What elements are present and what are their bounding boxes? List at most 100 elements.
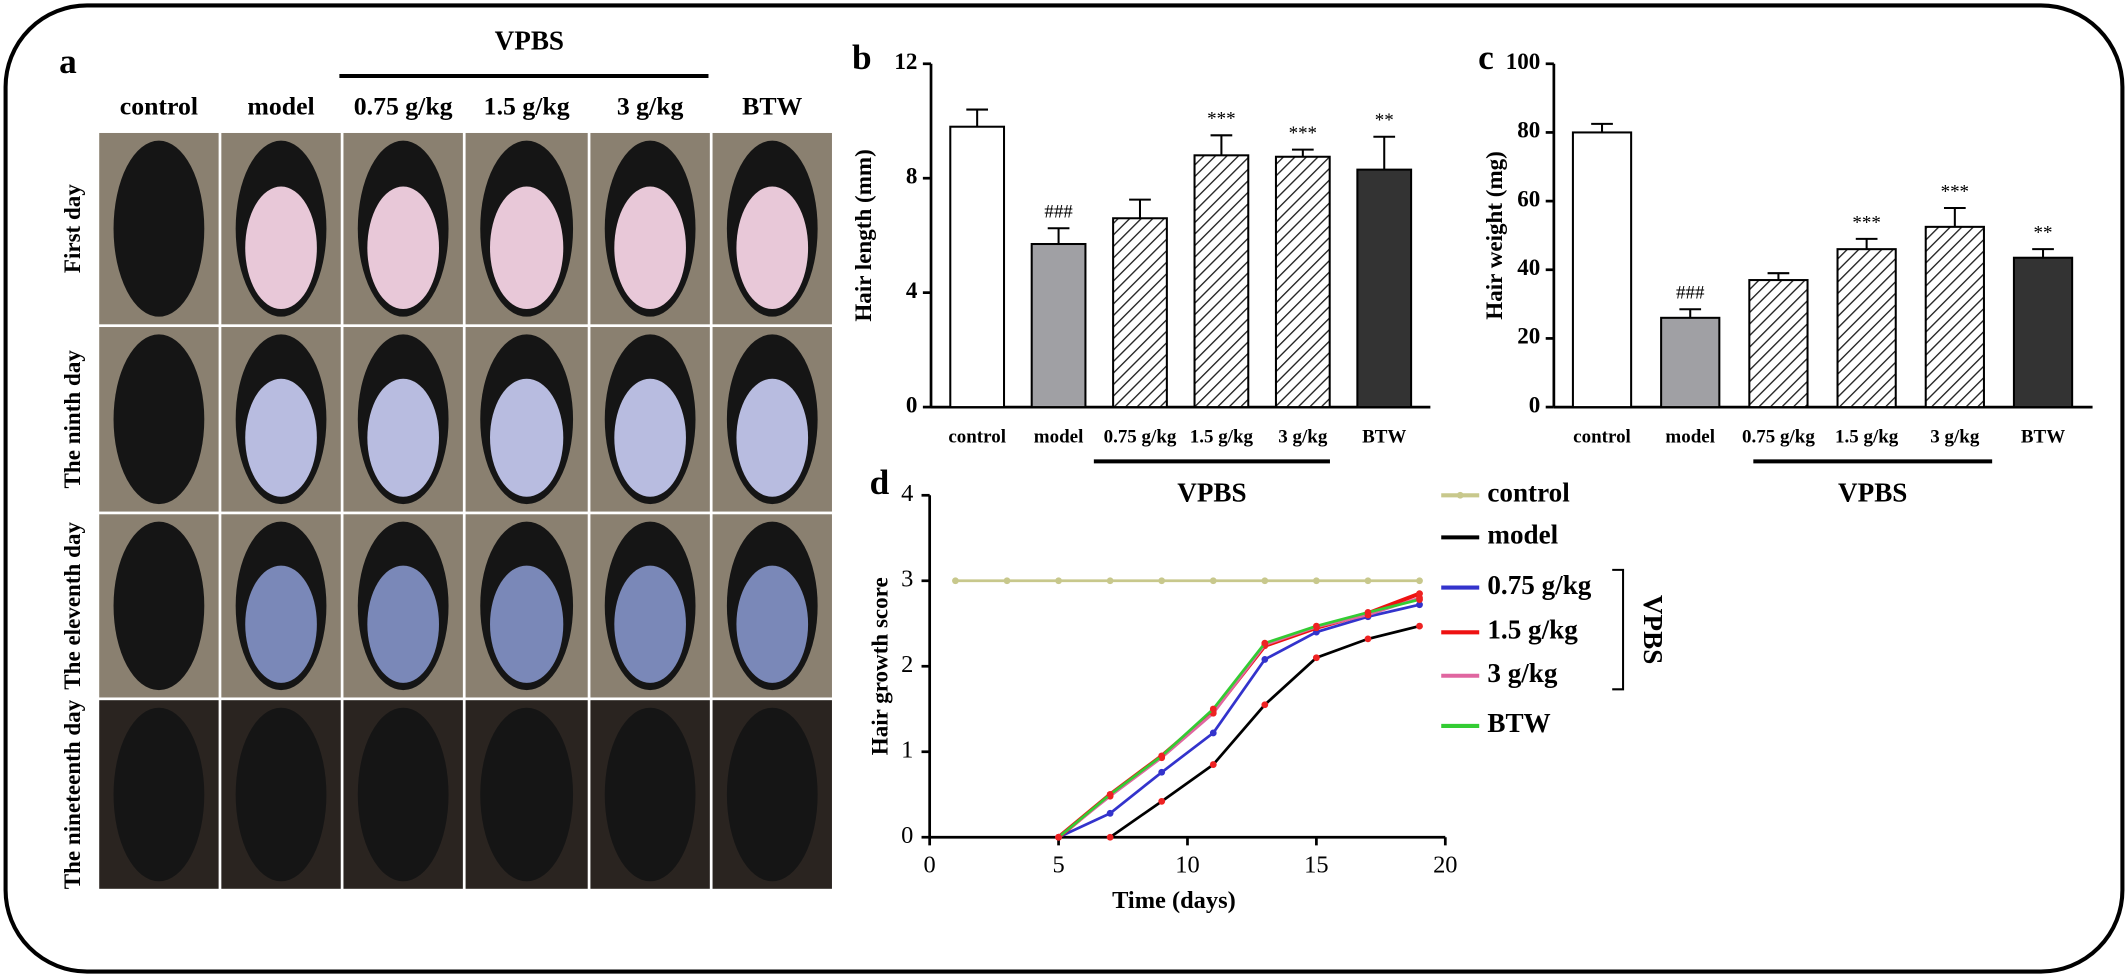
y-tick-label: 60: [1517, 185, 1540, 211]
series-marker: [1106, 833, 1114, 841]
x-tick-label: model: [1665, 427, 1715, 448]
series-marker: [1106, 577, 1114, 585]
x-tick-label: 1.5 g/kg: [1190, 427, 1254, 448]
legend-label: 0.75 g/kg: [1487, 570, 1591, 600]
legend-group: VPBS: [1638, 595, 1668, 664]
legend-label: BTW: [1487, 708, 1550, 738]
y-tick-label: 1: [901, 736, 913, 763]
series-marker: [1106, 791, 1114, 798]
shaved-patch: [245, 186, 317, 310]
x-tick-label: 3 g/kg: [1278, 427, 1328, 448]
x-tick-label: control: [948, 427, 1006, 448]
x-axis-label: Time (days): [1112, 887, 1236, 914]
x-tick-label: 5: [1052, 852, 1064, 879]
series-marker: [1209, 729, 1217, 737]
y-tick-label: 4: [906, 277, 918, 303]
series-marker: [1209, 705, 1217, 713]
significance: ***: [1207, 109, 1235, 130]
column-label: model: [247, 91, 314, 120]
series-marker: [1312, 622, 1320, 630]
significance: ###: [1044, 202, 1073, 223]
significance: ***: [1941, 181, 1969, 202]
series-marker: [1158, 577, 1166, 585]
series-marker: [1312, 577, 1320, 585]
column-label: control: [120, 91, 198, 120]
series-marker: [1364, 577, 1372, 585]
significance: **: [1375, 110, 1394, 131]
significance: ***: [1289, 123, 1317, 144]
shaved-patch: [614, 565, 686, 683]
series-marker: [1416, 601, 1423, 609]
column-label: 1.5 g/kg: [484, 91, 570, 120]
series-marker: [1364, 609, 1372, 616]
y-tick-label: 40: [1517, 254, 1540, 280]
x-tick-label: model: [1034, 427, 1084, 448]
y-tick-label: 8: [906, 163, 918, 189]
shaved-patch: [367, 378, 439, 497]
series-marker: [952, 577, 959, 585]
bar: [1112, 217, 1168, 409]
y-axis-label: Hair length (mm): [850, 149, 876, 321]
x-tick-label: 0: [924, 852, 936, 879]
group-label: VPBS: [1838, 478, 1907, 508]
x-tick-label: BTW: [2021, 427, 2065, 448]
mouse: [113, 140, 205, 317]
y-tick-label: 100: [1506, 48, 1541, 74]
significance: ###: [1676, 283, 1705, 304]
shaved-patch: [245, 378, 317, 497]
y-tick-label: 4: [901, 480, 913, 507]
bar: [1030, 242, 1087, 409]
x-tick-label: BTW: [1362, 427, 1406, 448]
shaved-patch: [736, 186, 809, 310]
x-tick-label: 3 g/kg: [1930, 427, 1980, 448]
panel-label: d: [870, 463, 890, 502]
series-line: [1057, 591, 1421, 839]
bar: [1356, 168, 1413, 409]
series-marker: [1416, 577, 1423, 585]
shaved-patch: [736, 378, 809, 497]
series-marker: [1312, 654, 1320, 662]
series-marker: [1209, 577, 1217, 585]
shaved-patch: [367, 565, 439, 683]
group-label: VPBS: [495, 26, 564, 56]
mouse: [726, 707, 818, 882]
x-tick-label: 0.75 g/kg: [1104, 427, 1177, 448]
legend-label: 3 g/kg: [1487, 658, 1558, 688]
panel-label: c: [1478, 38, 1494, 77]
x-tick-label: 0.75 g/kg: [1742, 427, 1815, 448]
row-label: First day: [59, 184, 85, 273]
series-marker: [1416, 596, 1423, 603]
series-marker: [1158, 768, 1166, 776]
mouse: [604, 707, 696, 882]
shaved-patch: [367, 186, 439, 310]
bar: [1748, 279, 1809, 409]
mouse: [113, 521, 205, 691]
shaved-patch: [490, 565, 564, 683]
series-marker: [1158, 752, 1166, 760]
bar: [1193, 154, 1250, 409]
series-marker: [1261, 701, 1269, 709]
series-marker: [1003, 577, 1011, 585]
column-label: 3 g/kg: [617, 91, 684, 120]
legend-label: 1.5 g/kg: [1487, 615, 1578, 645]
legend-marker: [1456, 491, 1464, 499]
mouse: [357, 707, 449, 882]
shaved-patch: [614, 186, 686, 310]
bar: [949, 125, 1006, 409]
series-line: [1057, 596, 1420, 839]
row-label: The eleventh day: [59, 522, 85, 690]
series-marker: [1261, 577, 1269, 585]
shaved-patch: [490, 186, 564, 310]
x-tick-label: 15: [1304, 852, 1328, 879]
significance: **: [2034, 223, 2053, 244]
bar: [1274, 155, 1331, 409]
column-label: 0.75 g/kg: [354, 91, 453, 120]
x-tick-label: 10: [1175, 852, 1199, 879]
mouse: [113, 707, 205, 882]
x-tick-label: control: [1573, 427, 1631, 448]
y-tick-label: 3: [901, 565, 913, 592]
panel-label: a: [59, 42, 77, 81]
series-marker: [1261, 639, 1269, 647]
y-axis-label: Hair growth score: [866, 577, 892, 755]
